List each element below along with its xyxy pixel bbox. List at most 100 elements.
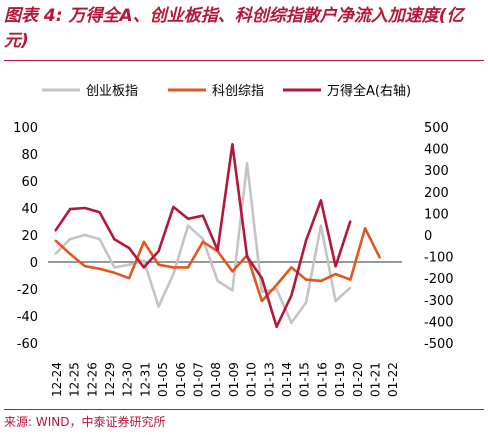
data-point — [84, 234, 86, 236]
data-point — [202, 214, 204, 217]
data-point — [231, 270, 234, 273]
data-point — [84, 265, 86, 267]
data-point — [320, 199, 322, 202]
x-tick-label: 01-15 — [298, 362, 312, 397]
source-note: 来源: WIND，中泰证券研究所 — [4, 415, 166, 429]
data-point — [320, 224, 322, 227]
right-tick-label: -500 — [424, 337, 454, 352]
data-point — [172, 273, 175, 275]
data-point — [334, 265, 337, 268]
data-point — [128, 263, 131, 266]
data-point — [334, 300, 337, 302]
data-point — [305, 278, 307, 281]
data-point — [84, 207, 86, 209]
x-tick-label: 01-19 — [333, 362, 347, 397]
data-point — [290, 294, 293, 297]
data-point — [98, 267, 101, 270]
right-tick-label: 400 — [424, 143, 449, 158]
data-point — [143, 266, 145, 269]
right-tick-label: -100 — [424, 251, 454, 266]
data-point — [143, 259, 145, 262]
data-point — [157, 263, 160, 266]
x-tick-label: 12-24 — [50, 362, 64, 397]
data-point — [98, 211, 101, 214]
x-tick-label: 01-08 — [209, 362, 223, 397]
data-point — [261, 277, 263, 280]
x-tick-label: 01-06 — [174, 362, 188, 397]
data-point — [187, 217, 190, 220]
data-point — [349, 278, 352, 281]
data-point — [202, 238, 204, 241]
x-tick-label: 01-22 — [386, 362, 400, 397]
left-tick-label: 20 — [21, 229, 38, 244]
data-point — [98, 238, 101, 241]
data-point — [364, 227, 366, 230]
left-tick-label: -40 — [17, 310, 38, 325]
right-tick-label: 100 — [424, 207, 449, 222]
data-point — [231, 143, 234, 146]
figure-title-text: 万得全A、创业板指、科创综指散户净流入加速度(亿元) — [4, 6, 464, 51]
x-tick-label: 12-29 — [103, 362, 117, 397]
right-tick-label: -300 — [424, 294, 454, 309]
data-point — [187, 266, 190, 269]
data-point — [349, 286, 352, 289]
data-point — [69, 208, 71, 211]
left-tick-label: 40 — [21, 202, 38, 217]
data-point — [246, 255, 249, 258]
x-tick-label: 01-05 — [156, 362, 170, 397]
legend-label: 万得全A(右轴) — [327, 83, 411, 99]
x-tick-label: 12-25 — [68, 362, 82, 397]
chart: 创业板指 科创综指 万得全A(右轴) 100806040200-20-40-6050… — [13, 83, 453, 397]
x-tick-label: 01-20 — [351, 362, 365, 397]
data-point — [246, 162, 249, 165]
data-point — [305, 301, 307, 304]
data-point — [290, 266, 293, 269]
x-tick-label: 12-26 — [85, 362, 99, 397]
data-point — [379, 257, 381, 259]
data-point — [54, 253, 57, 255]
data-point — [172, 206, 175, 208]
data-point — [187, 224, 190, 227]
left-tick-label: 0 — [30, 256, 38, 271]
data-point — [275, 284, 278, 286]
data-point — [231, 289, 234, 292]
right-tick-label: 200 — [424, 186, 449, 201]
figure-title: 图表 4: 万得全A、创业板指、科创综指散户净流入加速度(亿元) — [4, 4, 484, 54]
data-point — [113, 266, 116, 269]
x-tick-label: 01-07 — [191, 362, 205, 397]
data-point — [54, 229, 57, 232]
data-point — [320, 280, 322, 282]
x-tick-label: 01-13 — [262, 362, 276, 397]
right-tick-label: 300 — [424, 164, 449, 179]
axes: 100806040200-20-40-605004003002001000-10… — [13, 121, 453, 352]
data-point — [290, 321, 293, 324]
data-point — [261, 290, 263, 293]
data-point — [275, 288, 278, 290]
legend: 创业板指 科创综指 万得全A(右轴) — [42, 83, 411, 99]
x-tick-label: 12-31 — [138, 362, 152, 397]
data-point — [69, 253, 71, 255]
data-point — [275, 325, 278, 328]
x-tick-label: 01-16 — [315, 362, 329, 397]
x-tick-label: 01-10 — [245, 362, 259, 397]
data-point — [54, 239, 57, 242]
title-divider — [4, 60, 484, 61]
data-point — [305, 239, 307, 242]
data-point — [172, 266, 175, 269]
legend-label: 创业板指 — [86, 84, 138, 99]
data-point — [334, 273, 337, 275]
left-tick-label: -60 — [17, 337, 38, 352]
x-tick-label: 01-09 — [227, 362, 241, 397]
data-point — [69, 238, 71, 241]
data-point — [113, 238, 116, 241]
right-tick-label: 500 — [424, 121, 449, 136]
data-point — [143, 240, 145, 243]
right-tick-label: -200 — [424, 272, 454, 287]
data-point — [157, 305, 160, 308]
data-point — [216, 249, 219, 252]
legend-label: 科创综指 — [212, 84, 264, 99]
data-point — [261, 300, 263, 302]
data-point — [113, 271, 116, 274]
figure-number: 图表 4: — [4, 6, 63, 26]
series-line-1 — [54, 227, 382, 303]
